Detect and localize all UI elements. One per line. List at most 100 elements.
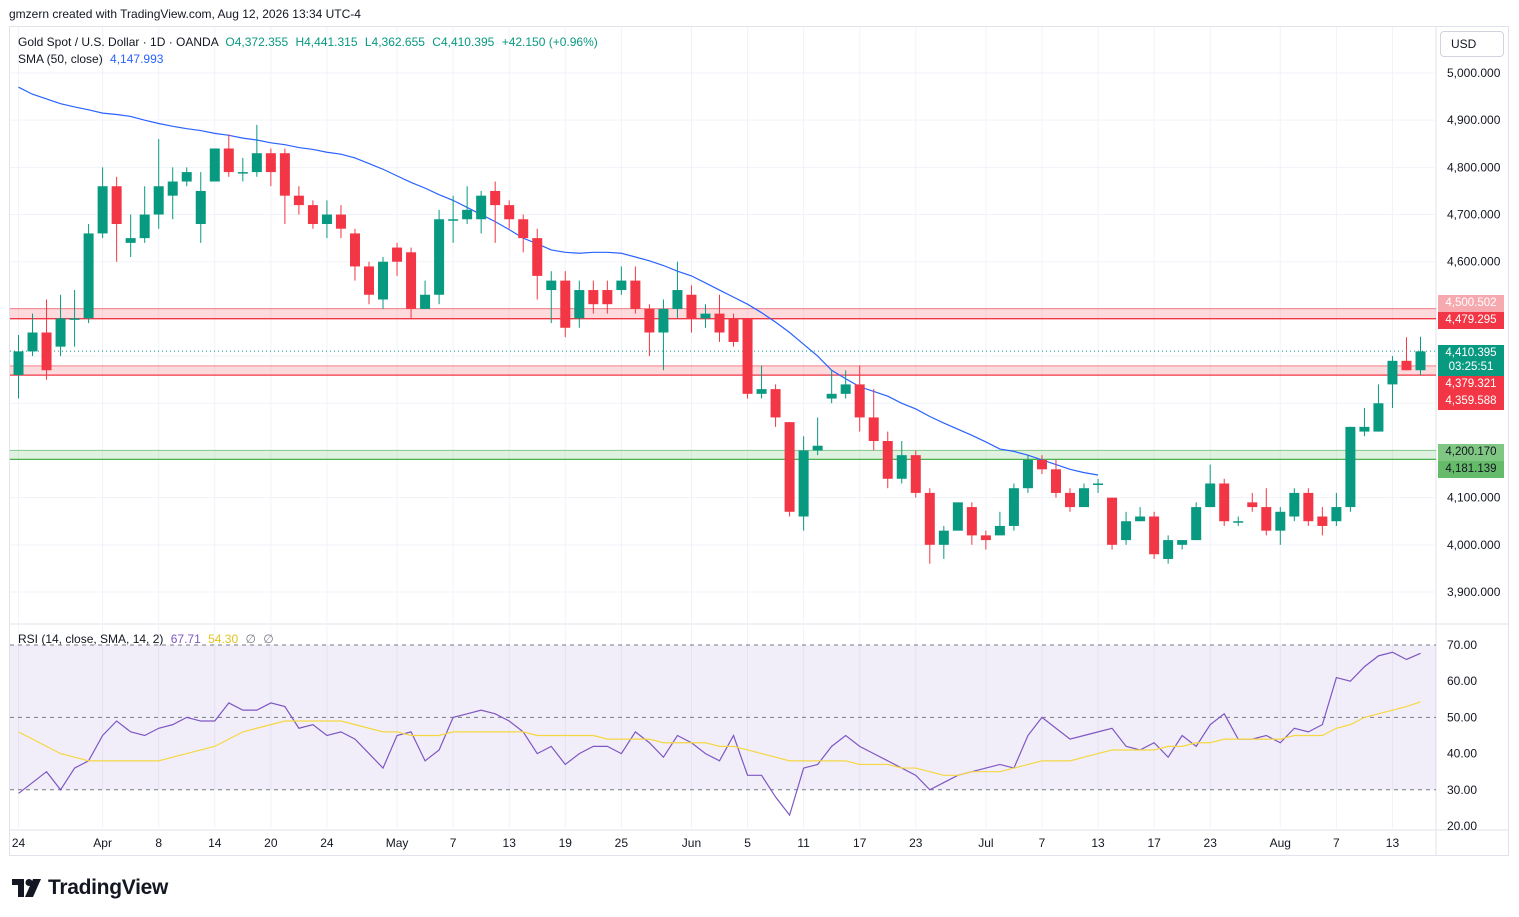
zone-mid-lower-badge: 4,359.588 bbox=[1438, 393, 1504, 410]
candle-down bbox=[532, 238, 543, 276]
high-value: H4,441.315 bbox=[295, 35, 358, 49]
time-tick-label: Aug bbox=[1270, 836, 1291, 850]
time-tick-label: 7 bbox=[1039, 836, 1046, 850]
candle-down bbox=[490, 190, 501, 206]
candle-down bbox=[560, 280, 571, 328]
candle-up bbox=[448, 219, 459, 221]
currency-selector[interactable]: USD bbox=[1440, 31, 1504, 57]
candle-up bbox=[1093, 483, 1104, 485]
candle-down bbox=[335, 214, 346, 229]
time-tick-label: 25 bbox=[615, 836, 629, 850]
candle-up bbox=[13, 351, 24, 375]
time-tick-label: 7 bbox=[450, 836, 457, 850]
candle-down bbox=[784, 422, 795, 512]
zone-band-resistance bbox=[10, 365, 1436, 376]
time-tick-label: 23 bbox=[1204, 836, 1218, 850]
candle-up bbox=[1359, 426, 1370, 432]
candle-up bbox=[462, 209, 473, 220]
candle-up bbox=[1331, 507, 1342, 522]
candle-up bbox=[1135, 516, 1146, 522]
candle-up bbox=[1163, 540, 1174, 559]
time-tick-label: 23 bbox=[909, 836, 923, 850]
candle-down bbox=[41, 332, 52, 371]
candle-up bbox=[321, 214, 332, 224]
candle-up bbox=[1008, 488, 1019, 526]
zone-low-lower-badge: 4,181.139 bbox=[1438, 461, 1504, 478]
candle-up bbox=[420, 294, 431, 309]
candle-down bbox=[406, 252, 417, 309]
tradingview-logo[interactable]: TradingView bbox=[12, 876, 168, 900]
candle-up bbox=[251, 153, 262, 173]
candle-up bbox=[167, 181, 178, 196]
rsi-extra-2: ∅ bbox=[263, 632, 274, 646]
candle-down bbox=[1065, 492, 1075, 508]
zone-mid-upper-badge: 4,379.321 bbox=[1438, 376, 1504, 393]
candle-down bbox=[307, 205, 318, 224]
candle-down bbox=[1317, 516, 1328, 526]
candle-up bbox=[195, 190, 206, 224]
price-tick-label: 4,900.000 bbox=[1447, 113, 1501, 127]
chart-frame bbox=[9, 26, 1509, 856]
candle-down bbox=[265, 153, 276, 173]
rsi-tick-label: 70.00 bbox=[1447, 638, 1477, 652]
candle-up bbox=[1205, 483, 1216, 508]
candle-down bbox=[1219, 483, 1230, 522]
candle-up bbox=[434, 219, 445, 295]
price-tick-label: 4,000.000 bbox=[1447, 538, 1501, 552]
zone-top-lower-badge: 4,479.295 bbox=[1438, 312, 1504, 329]
candle-down bbox=[279, 153, 290, 196]
candle-down bbox=[868, 417, 879, 442]
sma-legend: SMA (50, close) 4,147.993 bbox=[18, 52, 163, 66]
candle-up bbox=[840, 384, 851, 394]
open-value: O4,372.355 bbox=[225, 35, 289, 49]
candle-up bbox=[798, 450, 809, 517]
chart-credit: gmzern created with TradingView.com, Aug… bbox=[9, 7, 361, 21]
rsi-tick-label: 20.00 bbox=[1447, 819, 1477, 833]
candle-down bbox=[349, 233, 360, 267]
time-tick-label: 24 bbox=[12, 836, 26, 850]
time-tick-label: 20 bbox=[264, 836, 278, 850]
candle-down bbox=[980, 535, 991, 541]
candle-down bbox=[770, 389, 781, 418]
candle-down bbox=[364, 266, 374, 295]
time-tick-label: Apr bbox=[93, 836, 112, 850]
low-value: L4,362.655 bbox=[364, 35, 425, 49]
sma-50-line bbox=[18, 86, 1099, 476]
rsi-tick-label: 30.00 bbox=[1447, 783, 1477, 797]
candle-up bbox=[1233, 521, 1244, 523]
candle-up bbox=[1373, 403, 1384, 432]
time-tick-label: 19 bbox=[559, 836, 573, 850]
last-price-badge: 4,410.395 bbox=[1438, 345, 1504, 362]
candle-up bbox=[1289, 492, 1300, 517]
zone-low-upper-badge: 4,200.170 bbox=[1438, 444, 1504, 461]
rsi-tick-label: 40.00 bbox=[1447, 747, 1477, 761]
candle-down bbox=[742, 318, 753, 394]
candle-up bbox=[1345, 426, 1356, 508]
sma-value: 4,147.993 bbox=[110, 52, 164, 66]
rsi-tick-label: 50.00 bbox=[1447, 710, 1477, 724]
candle-up bbox=[378, 261, 389, 300]
candle-down bbox=[686, 294, 697, 319]
candle-up bbox=[826, 393, 837, 399]
candle-down bbox=[882, 441, 893, 479]
symbol-title: Gold Spot / U.S. Dollar · 1D · OANDA bbox=[18, 35, 219, 49]
time-tick-label: Jul bbox=[978, 836, 993, 850]
rsi-value: 67.71 bbox=[170, 632, 201, 646]
candle-up bbox=[812, 445, 823, 451]
candle-up bbox=[546, 280, 557, 291]
candle-up bbox=[153, 186, 164, 215]
price-tick-label: 5,000.000 bbox=[1447, 66, 1501, 80]
countdown-badge: 03:25:51 bbox=[1438, 359, 1504, 376]
candle-down bbox=[1107, 497, 1118, 545]
candle-down bbox=[924, 492, 935, 545]
candle-down bbox=[223, 148, 234, 173]
candle-up bbox=[139, 214, 150, 239]
candle-up bbox=[83, 233, 94, 319]
candle-up bbox=[237, 172, 248, 174]
candle-down bbox=[1401, 360, 1412, 371]
time-tick-label: 13 bbox=[1091, 836, 1105, 850]
rsi-ma-line bbox=[18, 701, 1421, 776]
candle-down bbox=[966, 507, 977, 536]
candle-up bbox=[938, 530, 949, 545]
